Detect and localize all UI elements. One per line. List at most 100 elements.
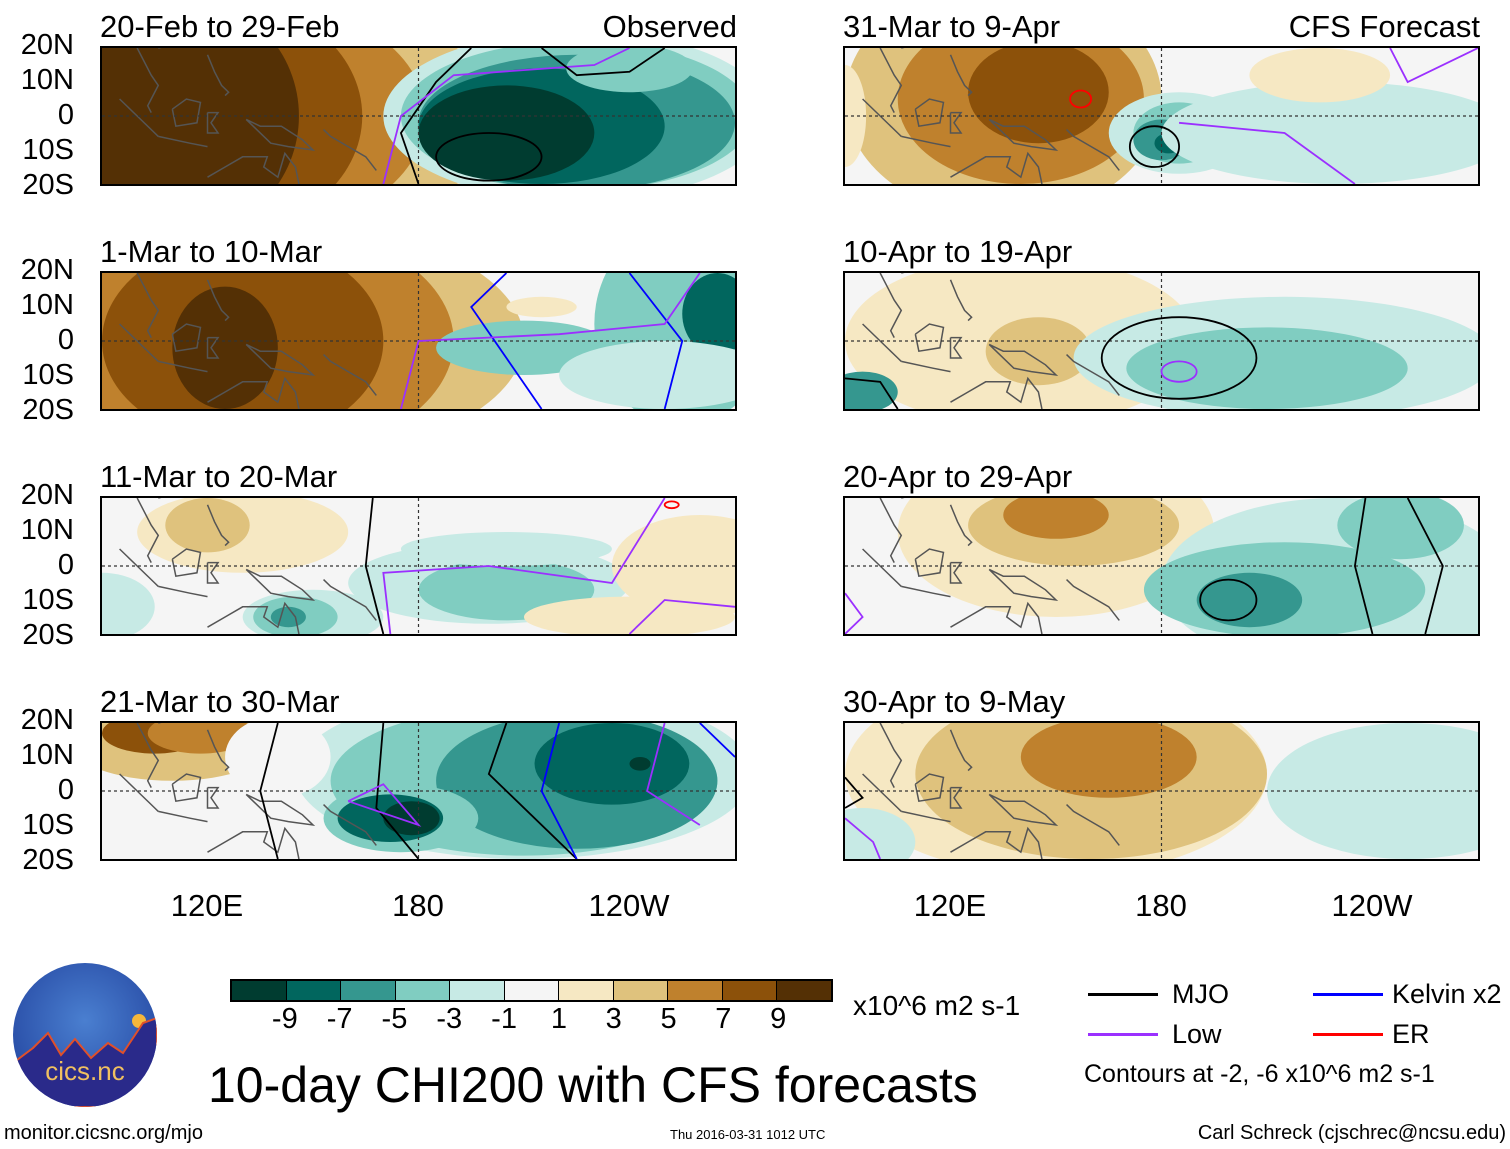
contour-line [542,723,577,859]
coastline [158,811,207,821]
coastline [989,119,1056,150]
latitude-label: 10S [22,584,74,616]
contour-line [471,273,541,409]
coastline [901,136,950,146]
contour-line [665,501,679,508]
contour-line [1102,317,1257,399]
latitude-label: 10N [20,739,74,771]
colorbar-label: -7 [326,1003,353,1035]
footer-author: Carl Schreck (cjschrec@ncsu.edu) [1197,1122,1506,1144]
latitude-label: 10N [20,289,74,321]
latitude-label: 10N [20,64,74,96]
anomaly-shading [1267,723,1478,859]
latitude-label: 10S [22,134,74,166]
coastline [208,153,299,184]
low-legend-line [1088,1033,1158,1036]
contour-line [1070,91,1091,108]
coastline [989,794,1056,825]
anomaly-shading [165,498,250,553]
kelvin-legend-line [1313,993,1383,996]
colorbar-swatch [450,981,505,1000]
panel-title: 20-Apr to 29-Apr [843,459,1073,494]
colorbar-label: -5 [381,1003,408,1035]
anomaly-shading [534,723,690,805]
colorbar-swatch [286,981,342,1000]
main-title: 10-day CHI200 with CFS forecasts [208,1057,978,1113]
colorbar-label: 1 [550,1003,567,1035]
anomaly-shading [1126,327,1408,409]
anomaly-shading [1249,48,1391,103]
latitude-label: 10S [22,809,74,841]
coastline [880,48,901,113]
colorbar-swatch [395,981,451,1000]
coastline [951,153,1042,184]
map-panel [100,46,737,186]
colorbar-label: -3 [436,1003,463,1035]
contour-line [436,133,542,181]
contour-line [366,498,384,634]
coastline [208,338,219,358]
coastline [989,569,1056,600]
colorbar-label: 3 [605,1003,622,1035]
colorbar-swatch [504,981,560,1000]
coastline [915,774,943,801]
coastline [880,273,901,338]
coastline [880,498,901,563]
colorbar-label: -9 [271,1003,298,1035]
latitude-label: 0 [57,99,74,131]
contour-line [845,593,863,634]
latitude-label: 20S [22,619,74,651]
colorbar-swatch [613,981,669,1000]
coastline [137,48,158,113]
coastline [246,569,313,600]
panel-source-tag: Observed [602,9,737,44]
anomaly-shading [1003,498,1109,539]
coastline [915,324,943,351]
coastline [951,378,1042,409]
anomaly-shading [845,65,867,167]
anomaly-shading [418,85,595,181]
coastline [951,563,962,583]
coastline [901,811,950,821]
map-panel [100,721,737,861]
anomaly-shading [1196,572,1303,628]
latitude-label: 10S [22,359,74,391]
anomaly-shading [147,723,254,754]
contour-line [1355,498,1373,634]
coastline [120,549,159,586]
coastline [863,99,902,136]
latitude-label: 10N [20,514,74,546]
latitude-label: 20S [22,394,74,426]
latitude-label: 0 [57,549,74,581]
anomaly-shading [172,286,278,409]
contour-line [647,723,700,825]
contour-line [376,723,418,859]
coastline [158,361,207,371]
anomaly-shading [1020,723,1197,798]
anomaly-shading [845,808,916,859]
contour-line [348,784,418,825]
contour-line [1408,498,1443,634]
contour-line [260,723,278,859]
coastline [324,130,377,171]
coastline [208,603,299,634]
anomaly-shading [968,48,1109,144]
cics-logo[interactable]: cics.nc [13,963,157,1107]
coastline [951,338,962,358]
colorbar-label: 9 [770,1003,787,1035]
contour-line [630,600,736,634]
coastline [951,603,1042,634]
coastline [951,828,1042,859]
coastline [208,113,219,133]
anomaly-shading [559,341,735,409]
coastline [120,99,159,136]
coastline [951,280,972,321]
anomaly-shading [985,317,1092,386]
colorbar-swatch [668,981,723,1000]
coastline [246,344,313,375]
contour-line [1200,580,1256,621]
map-panel [843,721,1480,861]
coastline [1067,130,1120,171]
footer-url-link[interactable]: monitor.cicsnc.org/mjo [4,1122,203,1144]
panel-title: 21-Mar to 30-Mar [100,684,340,719]
